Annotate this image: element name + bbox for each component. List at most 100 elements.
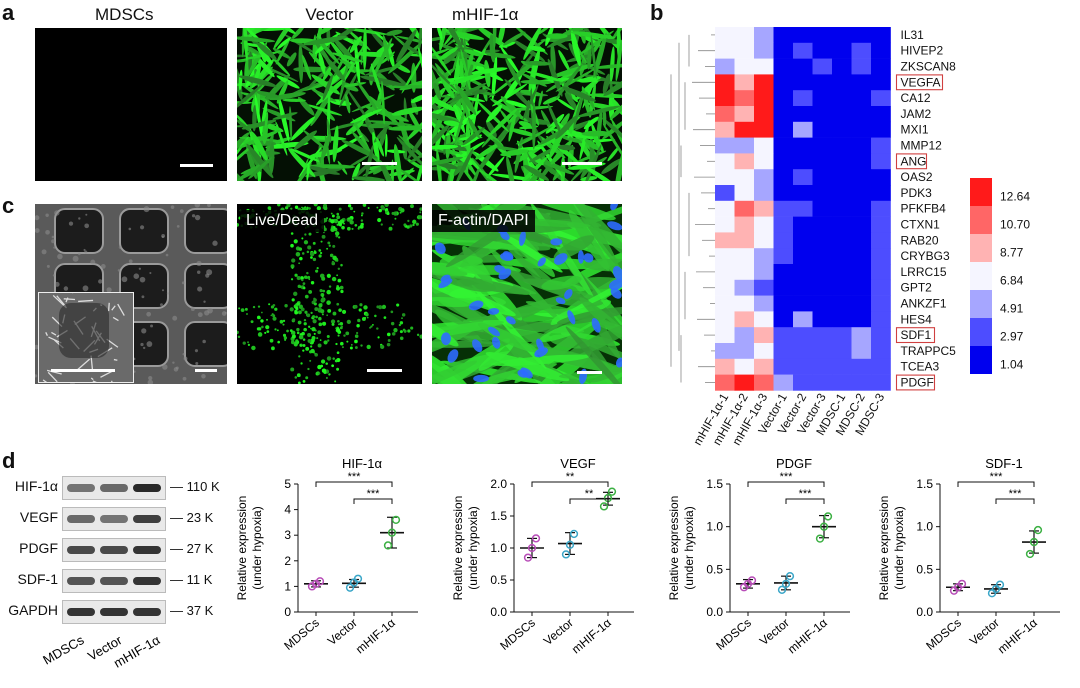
live-cell (340, 264, 343, 267)
heatmap-cell (813, 280, 833, 296)
scaffold-texture (42, 249, 47, 254)
scaffold-texture (160, 303, 163, 306)
live-cell (337, 320, 340, 323)
heatmap-cell (774, 153, 794, 169)
legend-value: 4.91 (1000, 301, 1024, 315)
heatmap-cell (774, 59, 794, 75)
heatmap-cell (774, 343, 794, 359)
heatmap-cell (715, 280, 735, 296)
scale-bar (367, 369, 402, 372)
fiber (46, 332, 48, 335)
live-cell (299, 257, 303, 261)
scaffold-texture (225, 312, 227, 314)
live-cell (331, 364, 334, 367)
heatmap-cell (754, 90, 774, 106)
live-cell (301, 344, 303, 346)
scaffold-texture (35, 215, 39, 220)
live-cell (301, 207, 303, 209)
blot-strip (62, 476, 166, 500)
heatmap-cell (715, 359, 735, 375)
live-cell (295, 307, 298, 310)
live-cell (295, 376, 298, 379)
live-cell (331, 213, 333, 215)
legend-swatch (970, 346, 992, 374)
live-cell (320, 339, 322, 341)
panel-a-title-mhif: mHIF-1α (432, 5, 622, 25)
scaffold-texture (207, 204, 211, 207)
heatmap-cell (871, 185, 891, 201)
y-tick-label: 0.5 (490, 573, 507, 587)
blot-size-label: — 37 K (170, 603, 213, 618)
gfp-cell (380, 81, 385, 125)
heatmap-cell (735, 296, 755, 312)
live-cell (318, 254, 321, 257)
legend-swatch (970, 262, 992, 290)
live-cell (292, 334, 294, 336)
live-cell (412, 224, 414, 226)
live-cell (342, 346, 344, 348)
heatmap-cell (793, 280, 813, 296)
live-cell (328, 374, 330, 376)
heatmap-cell (832, 90, 852, 106)
live-cell (310, 252, 314, 256)
scaffold-texture (57, 254, 62, 259)
heatmap-cell (715, 264, 735, 280)
live-cell (272, 317, 276, 321)
heatmap-cell (813, 359, 833, 375)
live-cell (331, 225, 333, 227)
heatmap-cell (754, 153, 774, 169)
heatmap-cell (793, 296, 813, 312)
heatmap-cell (793, 74, 813, 90)
heatmap-cell (774, 359, 794, 375)
scaffold-texture (98, 279, 102, 283)
live-cell (290, 329, 293, 332)
scaffold-texture (54, 210, 59, 215)
scaffold-texture (197, 287, 202, 292)
scaffold-texture (140, 225, 144, 229)
heatmap-cell (774, 280, 794, 296)
scaffold-texture (83, 285, 89, 291)
live-cell (326, 377, 328, 379)
live-cell (308, 290, 312, 294)
live-cell (381, 223, 383, 225)
gene-label-pdgf: PDGF (901, 376, 934, 390)
live-cell (400, 330, 403, 333)
micrograph-live-dead: Live/Dead (237, 204, 422, 384)
heatmap-cell (735, 311, 755, 327)
live-cell (292, 318, 295, 321)
heatmap-cell (735, 359, 755, 375)
heatmap-cell (774, 296, 794, 312)
live-cell (392, 224, 394, 226)
live-cell (332, 357, 335, 360)
gfp-cell (285, 51, 298, 67)
live-cell (303, 380, 306, 383)
y-axis-label: (under hypoxia) (892, 506, 906, 589)
x-tick-label: MDSCs (713, 616, 754, 653)
heatmap-cell (754, 375, 774, 391)
live-cell (379, 209, 382, 212)
fiber (112, 306, 115, 310)
heatmap-cell (735, 169, 755, 185)
y-axis-label: (under hypoxia) (250, 506, 264, 589)
heatmap-cell (754, 217, 774, 233)
blot-band (100, 484, 128, 492)
heatmap-cell (735, 185, 755, 201)
heatmap-cell (852, 217, 872, 233)
heatmap-cell (754, 343, 774, 359)
live-cell (291, 232, 294, 235)
heatmap-cell (793, 201, 813, 217)
y-axis-label: Relative expression (235, 496, 249, 601)
nucleus (441, 332, 451, 345)
live-cell (318, 249, 321, 252)
live-cell (333, 312, 337, 316)
data-point (825, 513, 832, 520)
heatmap-cell (832, 153, 852, 169)
heatmap-cell (754, 296, 774, 312)
heatmap-cell (715, 169, 735, 185)
heatmap-cell (832, 43, 852, 59)
heatmap-cell (813, 169, 833, 185)
live-cell (306, 207, 308, 209)
scaffold-texture (202, 340, 206, 344)
gene-label-ca12: CA12 (901, 91, 931, 105)
inset-pore (59, 303, 109, 358)
